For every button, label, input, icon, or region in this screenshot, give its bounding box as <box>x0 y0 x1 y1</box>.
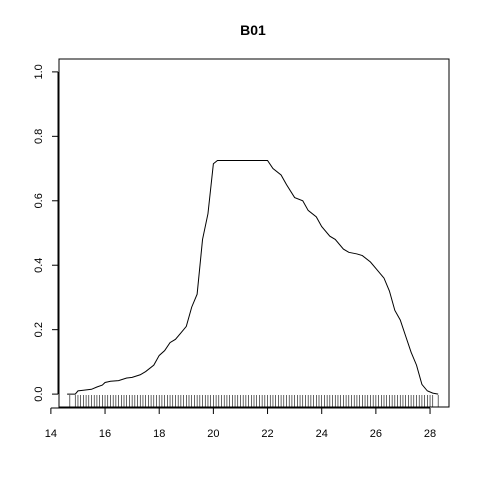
y-tick-label: 0.8 <box>33 129 45 144</box>
x-tick-label: 18 <box>153 428 165 440</box>
x-tick-label: 22 <box>261 428 273 440</box>
series-line <box>67 160 439 395</box>
y-tick-label: 1.0 <box>33 64 45 79</box>
x-tick-label: 28 <box>424 428 436 440</box>
y-tick-label: 0.0 <box>33 386 45 401</box>
x-tick-label: 20 <box>207 428 219 440</box>
x-tick-label: 24 <box>316 428 328 440</box>
plot-frame <box>58 58 450 408</box>
chart-title: B01 <box>240 22 266 38</box>
x-axis: 14 16 18 20 22 24 26 28 <box>45 407 436 440</box>
x-tick-label: 16 <box>99 428 111 440</box>
x-tick-label: 14 <box>45 428 57 440</box>
rug-marks <box>69 395 439 407</box>
series-group <box>67 160 439 395</box>
y-tick-label: 0.2 <box>33 322 45 337</box>
x-tick-label: 26 <box>370 428 382 440</box>
y-axis: 0.0 0.2 0.4 0.6 0.8 1.0 <box>33 64 59 402</box>
y-tick-label: 0.4 <box>33 258 45 273</box>
y-tick-label: 0.6 <box>33 193 45 208</box>
